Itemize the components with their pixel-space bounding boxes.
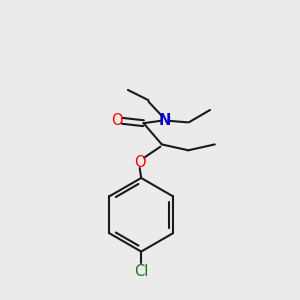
Text: O: O bbox=[134, 155, 146, 170]
Text: Cl: Cl bbox=[134, 264, 148, 279]
Text: O: O bbox=[111, 113, 123, 128]
Text: N: N bbox=[158, 113, 171, 128]
